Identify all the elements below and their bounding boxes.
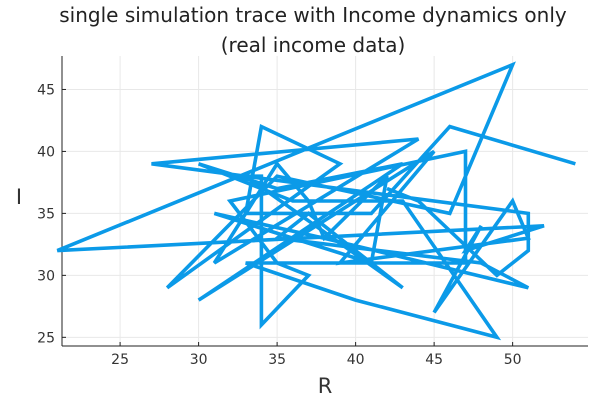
x-tick-label: 40 xyxy=(347,352,365,368)
axes xyxy=(61,56,588,347)
title: single simulation trace with Income dyna… xyxy=(59,3,567,57)
x-tick-label: 35 xyxy=(268,352,286,368)
x-ticks: 25 30 35 40 45 50 xyxy=(111,342,522,368)
x-tick-label: 45 xyxy=(425,352,443,368)
series-line xyxy=(56,61,576,341)
y-tick-label: 30 xyxy=(37,268,55,284)
plot-area xyxy=(56,61,576,341)
y-tick-label: 40 xyxy=(37,144,55,160)
title-line-2: (real income data) xyxy=(221,33,406,57)
y-tick-label: 45 xyxy=(37,82,55,98)
y-tick-label: 25 xyxy=(37,330,55,346)
x-axis-label: R xyxy=(318,374,333,398)
title-line-1: single simulation trace with Income dyna… xyxy=(59,3,567,27)
x-tick-label: 30 xyxy=(190,352,208,368)
x-tick-label: 25 xyxy=(111,352,129,368)
x-tick-label: 50 xyxy=(504,352,522,368)
y-tick-label: 35 xyxy=(37,206,55,222)
y-ticks: 25 30 35 40 45 xyxy=(37,82,66,346)
y-axis-label: I xyxy=(16,185,22,209)
